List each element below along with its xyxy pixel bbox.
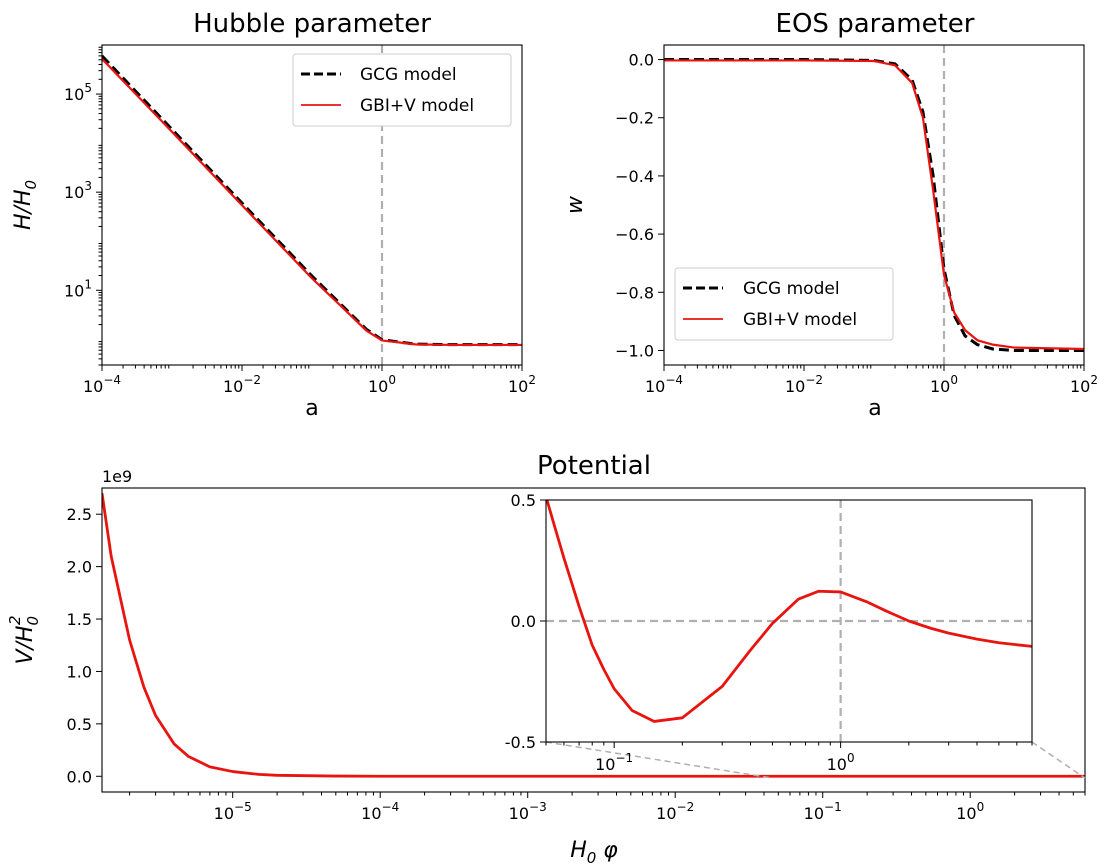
hubble-legend-gbiv-label: GBI+V model	[360, 96, 474, 116]
eos-legend-gbiv-label: GBI+V model	[743, 310, 857, 330]
hubble-x-tick-label: 102	[508, 373, 536, 396]
hubble-legend-gcg-label: GCG model	[360, 65, 457, 85]
eos-x-tick-label: 10−2	[785, 373, 823, 396]
inset-series-potential-line	[546, 500, 1032, 723]
hubble-panel: Hubble parameter 10−4 10−2 100 102 10110310…	[11, 9, 536, 421]
inset-x-tick-label: 100	[827, 751, 855, 774]
hubble-x-tick-label: 100	[368, 373, 396, 396]
hubble-y-tick-label: 101	[64, 277, 92, 300]
potential-x-tick-label: 10−1	[804, 800, 842, 823]
eos-plot-frame	[663, 44, 1085, 366]
eos-y-ticks: 0.0 −0.2 −0.4 −0.6 −0.8 −1.0	[615, 51, 664, 360]
hubble-x-tick-label: 10−4	[83, 373, 121, 396]
hubble-y-tick-label: 105	[64, 81, 92, 104]
potential-plot-frame	[101, 487, 1086, 793]
inset-connector-left	[545, 741, 773, 779]
hubble-legend-box	[292, 53, 512, 127]
eos-x-ticks: 10−4 10−2 100 102	[645, 365, 1098, 396]
eos-y-tick-label: 0.0	[629, 51, 654, 70]
eos-y-label: w	[563, 195, 588, 214]
potential-x-tick-label: 10−5	[214, 800, 252, 823]
eos-legend: GCG model GBI+V model	[674, 267, 894, 341]
eos-y-tick-label: −1.0	[615, 341, 654, 360]
hubble-y-ticks: 101 103 105	[64, 46, 102, 366]
inset-connector-right	[1031, 741, 1086, 779]
potential-x-tick-label: 10−2	[656, 800, 694, 823]
eos-y-tick-label: −0.4	[615, 167, 654, 186]
eos-x-tick-label: 102	[1070, 373, 1098, 396]
potential-panel: Potential 1e9 10−5 10−4 10−3 10−2 10−1 100 0.…	[6, 451, 1086, 866]
hubble-y-label: H/H0	[11, 180, 40, 230]
potential-x-tick-label: 10−3	[509, 800, 547, 823]
hubble-legend: GCG model GBI+V model	[292, 53, 512, 127]
inset-x-ticks: 10−1 100	[545, 742, 1033, 774]
inset-y-tick-label: 0.5	[511, 491, 536, 510]
potential-y-tick-label: 0.5	[67, 715, 92, 734]
potential-y-tick-label: 1.5	[67, 610, 92, 629]
eos-y-tick-label: −0.2	[615, 109, 654, 128]
eos-legend-box	[674, 267, 894, 341]
potential-y-ticks: 0.0 0.5 1.0 1.5 2.0 2.5	[67, 505, 102, 786]
inset-x-tick-label: 10−1	[595, 751, 633, 774]
potential-x-tick-label: 100	[956, 800, 984, 823]
hubble-x-tick-label: 10−2	[223, 373, 261, 396]
potential-x-ticks: 10−5 10−4 10−3 10−2 10−1 100	[129, 792, 1086, 823]
eos-x-label: a	[868, 396, 881, 421]
inset-y-tick-label: -0.5	[505, 733, 536, 752]
potential-y-tick-label: 0.0	[67, 767, 92, 786]
inset-y-ticks: 0.5 0.0 -0.5	[505, 491, 546, 752]
inset-series	[546, 500, 1032, 723]
hubble-y-tick-label: 103	[64, 179, 92, 202]
eos-x-tick-label: 10−4	[645, 373, 683, 396]
hubble-series	[102, 54, 522, 347]
eos-y-tick-label: −0.6	[615, 225, 654, 244]
hubble-x-ticks: 10−4 10−2 100 102	[83, 365, 536, 396]
eos-title: EOS parameter	[776, 9, 975, 39]
eos-series	[664, 58, 1084, 352]
hubble-title: Hubble parameter	[193, 9, 431, 39]
hubble-x-label: a	[305, 396, 318, 421]
potential-title: Potential	[537, 451, 651, 481]
hubble-series-gbiv-line	[102, 58, 522, 347]
potential-x-label: H0 φ	[570, 838, 618, 866]
eos-y-tick-label: −0.8	[615, 283, 654, 302]
eos-series-gbiv-line	[664, 59, 1084, 351]
eos-legend-gcg-label: GCG model	[743, 279, 840, 299]
potential-y-tick-label: 1.0	[67, 662, 92, 681]
potential-inset: 10−1 100 0.5 0.0 -0.5	[505, 491, 1033, 774]
inset-y-tick-label: 0.0	[511, 612, 536, 631]
potential-y-label: V/H02	[6, 615, 42, 664]
potential-x-tick-label: 10−4	[361, 800, 399, 823]
potential-series-potential-line	[102, 493, 1085, 778]
potential-y-tick-label: 2.5	[67, 505, 92, 524]
potential-y-tick-label: 2.0	[67, 558, 92, 577]
inset-reference-lines	[546, 500, 1032, 742]
potential-series	[102, 493, 1085, 778]
eos-x-tick-label: 100	[930, 373, 958, 396]
eos-panel: EOS parameter 10−4 10−2 100 102 0.0 −0.2 −0.4…	[563, 9, 1098, 421]
potential-y-multiplier: 1e9	[102, 467, 132, 486]
hubble-plot-frame	[101, 44, 523, 366]
